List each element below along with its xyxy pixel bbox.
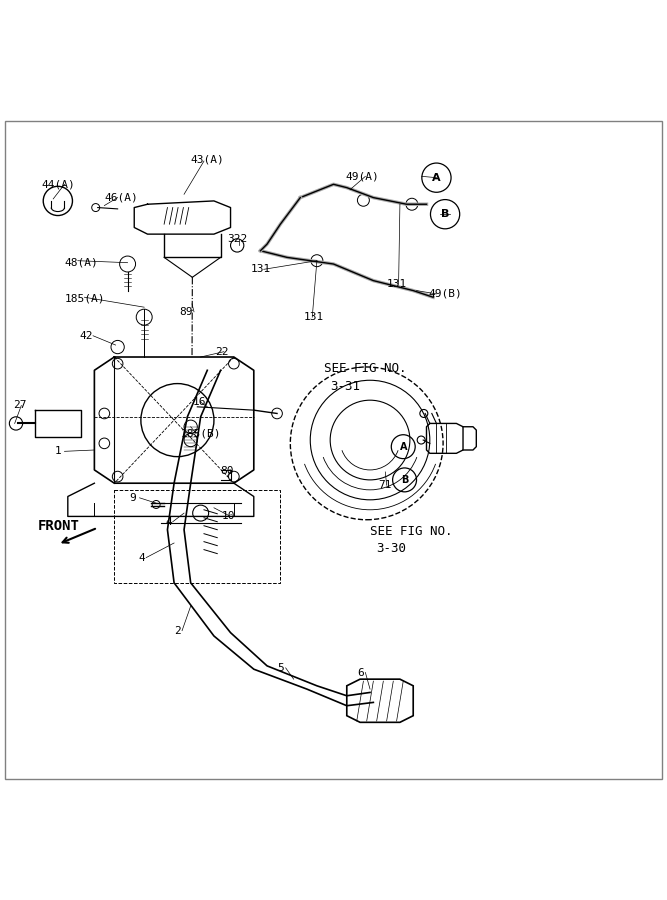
Text: 1: 1 (55, 446, 61, 456)
Text: 48(A): 48(A) (65, 257, 98, 267)
Text: 46(A): 46(A) (104, 193, 138, 202)
Text: 27: 27 (13, 400, 27, 410)
Text: 22: 22 (215, 346, 229, 356)
Text: SEE FIG NO.: SEE FIG NO. (370, 525, 452, 537)
Circle shape (231, 238, 244, 252)
Text: 89: 89 (179, 307, 193, 317)
Text: 131: 131 (303, 312, 324, 322)
Text: 3-30: 3-30 (377, 542, 407, 554)
Text: B: B (441, 209, 450, 220)
Text: 44(A): 44(A) (41, 179, 75, 189)
Text: 80: 80 (221, 466, 234, 476)
Text: A: A (400, 442, 407, 452)
Text: B: B (401, 475, 408, 485)
Text: A: A (432, 173, 441, 183)
Text: 185(A): 185(A) (65, 293, 105, 303)
Text: 43(A): 43(A) (191, 155, 224, 165)
Text: 185(B): 185(B) (181, 428, 221, 438)
Text: 5: 5 (277, 663, 283, 673)
Text: 9: 9 (129, 493, 135, 503)
Text: 49(A): 49(A) (346, 171, 380, 181)
Text: 71: 71 (379, 481, 392, 491)
Text: 4: 4 (165, 517, 172, 526)
Text: SEE FIG NO.: SEE FIG NO. (323, 363, 406, 375)
Text: 131: 131 (387, 279, 407, 289)
Text: 2: 2 (174, 626, 181, 635)
Text: 3-31: 3-31 (330, 381, 360, 393)
Text: 16: 16 (193, 397, 206, 407)
Text: 6: 6 (358, 668, 364, 678)
Text: 4: 4 (139, 553, 145, 562)
Text: 322: 322 (227, 234, 247, 244)
Text: FRONT: FRONT (38, 519, 80, 534)
Text: 49(B): 49(B) (428, 289, 462, 299)
Text: 42: 42 (80, 331, 93, 341)
Text: 10: 10 (222, 511, 235, 521)
Text: 131: 131 (251, 265, 271, 274)
